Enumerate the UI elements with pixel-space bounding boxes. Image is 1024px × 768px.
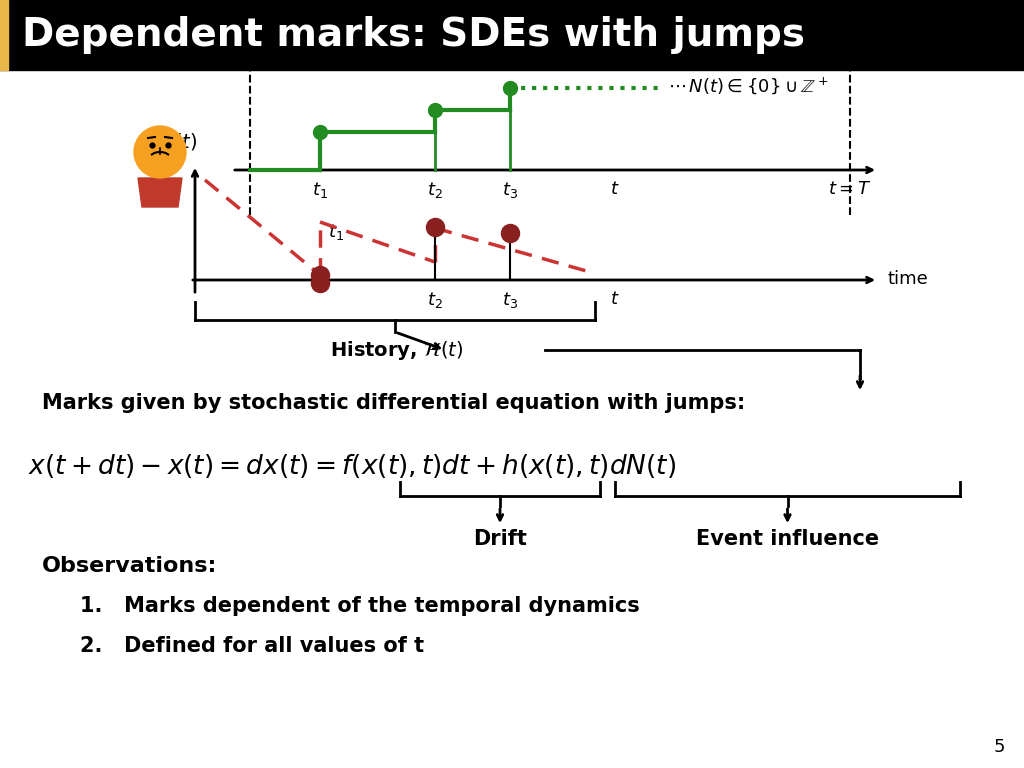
Text: 1.   Marks dependent of the temporal dynamics: 1. Marks dependent of the temporal dynam… bbox=[80, 596, 640, 616]
Text: 2.   Defined for all values of t: 2. Defined for all values of t bbox=[80, 636, 424, 656]
Text: $t_3$: $t_3$ bbox=[502, 180, 518, 200]
Text: $x(t + dt) - x(t) = dx(t) = f(x(t), t)dt + h(x(t), t)dN(t)$: $x(t + dt) - x(t) = dx(t) = f(x(t), t)dt… bbox=[28, 452, 676, 480]
Text: Marks given by stochastic differential equation with jumps:: Marks given by stochastic differential e… bbox=[42, 393, 745, 413]
Text: $t_2$: $t_2$ bbox=[427, 180, 443, 200]
Text: $t_1$: $t_1$ bbox=[312, 180, 328, 200]
Text: $t$: $t$ bbox=[610, 290, 620, 308]
Polygon shape bbox=[138, 178, 182, 207]
Text: Drift: Drift bbox=[473, 529, 527, 549]
Text: $t = T$: $t = T$ bbox=[828, 180, 871, 198]
Text: 5: 5 bbox=[993, 738, 1005, 756]
Text: $\cdots\, N(t) \in \{0\} \cup \mathbb{Z}^+$: $\cdots\, N(t) \in \{0\} \cup \mathbb{Z}… bbox=[668, 75, 829, 97]
Bar bbox=[0, 0, 8, 70]
Text: time: time bbox=[888, 270, 929, 288]
Text: History, $\mathcal{H}(t)$: History, $\mathcal{H}(t)$ bbox=[330, 339, 463, 362]
Bar bbox=[0, 0, 1024, 70]
Text: $t_1$: $t_1$ bbox=[328, 222, 344, 242]
Text: Event influence: Event influence bbox=[696, 529, 879, 549]
Text: Dependent marks: SDEs with jumps: Dependent marks: SDEs with jumps bbox=[22, 16, 805, 54]
Text: $x(t)$: $x(t)$ bbox=[163, 131, 198, 152]
Text: $t_3$: $t_3$ bbox=[502, 290, 518, 310]
Text: $t_2$: $t_2$ bbox=[427, 290, 443, 310]
Circle shape bbox=[134, 126, 186, 178]
Text: $t$: $t$ bbox=[610, 180, 620, 198]
Text: Observations:: Observations: bbox=[42, 556, 217, 576]
